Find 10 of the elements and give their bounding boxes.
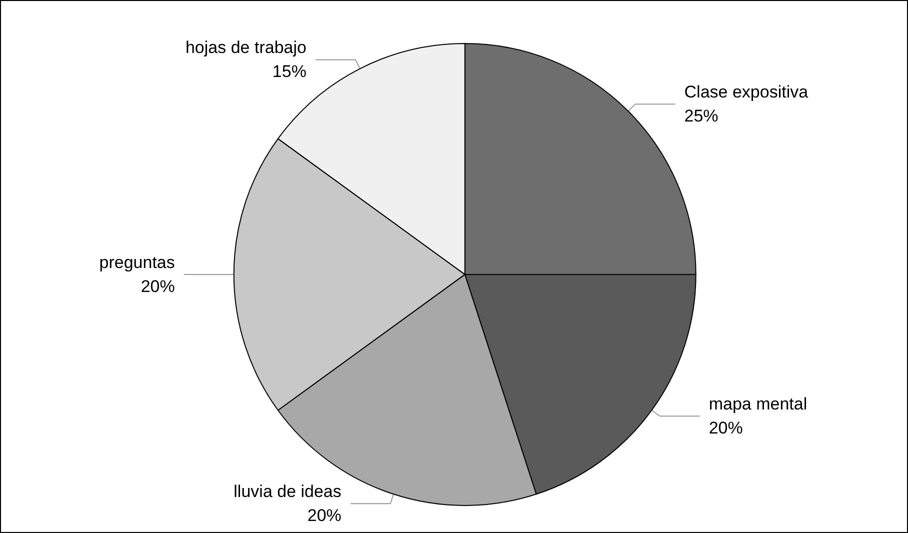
data-label: 20% — [307, 506, 342, 526]
data-label: 25% — [684, 106, 718, 126]
slice-label: preguntas — [99, 252, 175, 272]
data-label: 15% — [272, 62, 306, 82]
data-label: 20% — [140, 276, 175, 296]
data-label: 20% — [708, 418, 743, 438]
slice-label: mapa mental — [708, 394, 808, 414]
slice-label: Clase expositiva — [684, 82, 809, 102]
slice-label: hojas de trabajo — [185, 38, 306, 58]
slice-label: lluvia de ideas — [234, 482, 342, 502]
